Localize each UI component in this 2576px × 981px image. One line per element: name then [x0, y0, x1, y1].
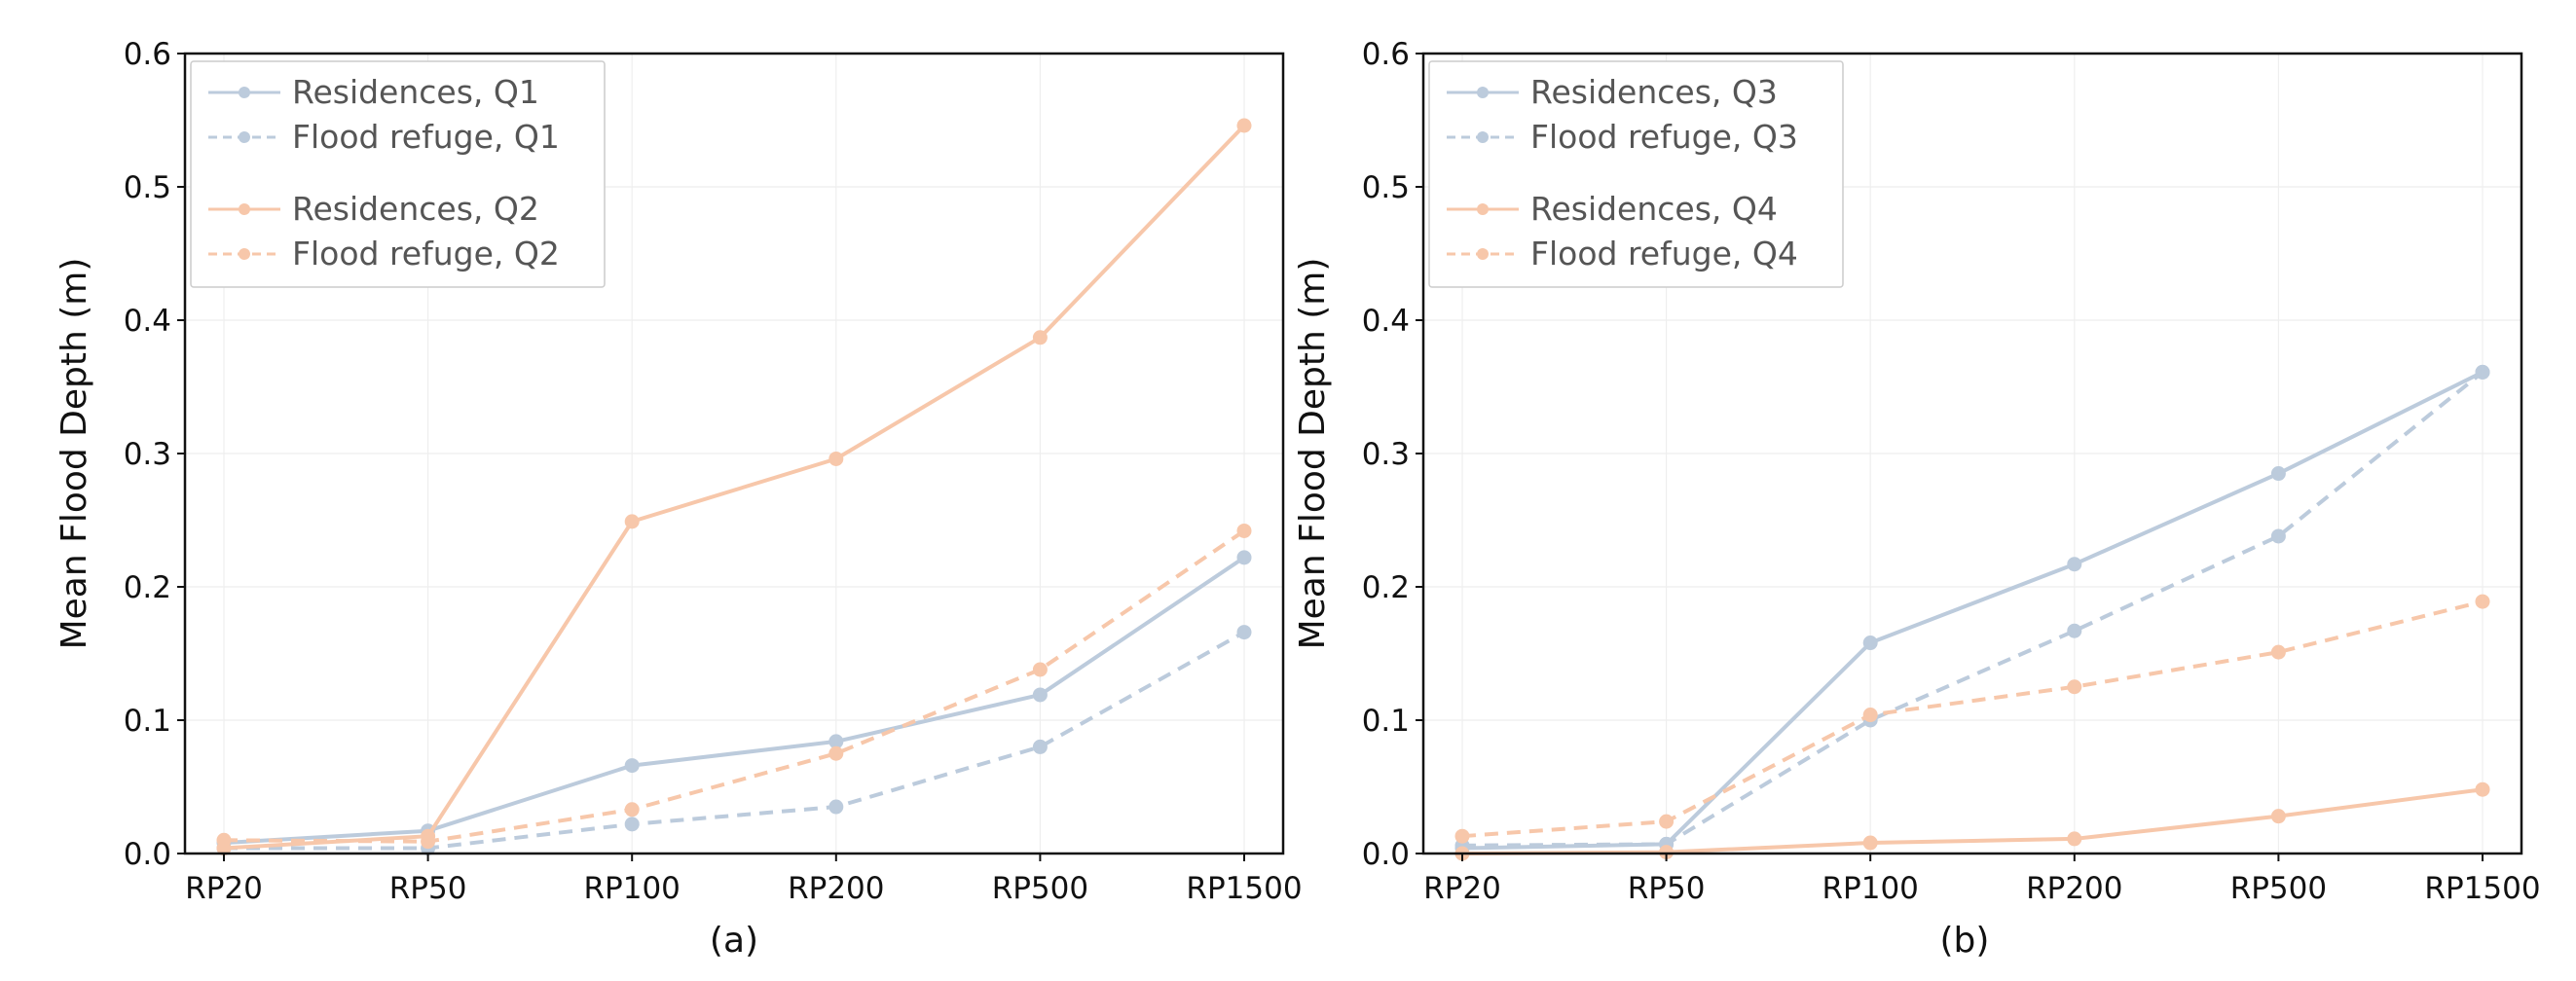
series-point [1236, 118, 1252, 133]
legend-swatch-marker [1477, 87, 1489, 98]
series-point [828, 745, 844, 761]
panel-b-chart: 0.0 0.1 0.2 0.3 0.4 0.5 0.6 RP20 RP50 RP100 RP200 R… [1293, 37, 2541, 961]
series-point [2067, 557, 2082, 572]
legend-swatch-marker [239, 131, 250, 143]
legend: Residences, Q1 Flood refuge, Q1 Residences… [190, 60, 606, 288]
legend-swatch-marker [239, 87, 250, 98]
x-tick-label: RP50 [389, 871, 467, 906]
series-line [1461, 370, 2484, 851]
x-tick-label: RP20 [185, 871, 263, 906]
series-point [1236, 550, 1252, 565]
x-tick-label: RP50 [1628, 871, 1706, 906]
series-line [223, 528, 1246, 844]
series-point [2067, 623, 2082, 638]
y-tick-label: 0.4 [124, 304, 171, 339]
series-point [1032, 687, 1048, 703]
x-tick-label: RP20 [1423, 871, 1501, 906]
y-tick-label: 0.2 [124, 570, 171, 605]
legend-swatch-marker [1477, 131, 1489, 143]
series-point [828, 451, 844, 466]
y-tick-label: 0.3 [1362, 437, 1410, 472]
y-tick-label: 0.5 [1362, 170, 1410, 205]
series-point [2270, 528, 2286, 544]
y-tick-label: 0.5 [124, 170, 171, 205]
series-point [2475, 364, 2490, 380]
legend: Residences, Q3 Flood refuge, Q3 Residences… [1428, 60, 1844, 288]
y-tick-label: 0.0 [124, 837, 171, 872]
series-point [1236, 625, 1252, 640]
y-tick-label: 0.3 [124, 437, 171, 472]
series-point [421, 834, 436, 850]
legend-entry-label: Residences, Q2 [292, 190, 539, 228]
series-point [1659, 814, 1674, 829]
series-line [223, 556, 1246, 846]
y-tick-label: 0.6 [124, 37, 171, 72]
legend-entry-label: Flood refuge, Q3 [1530, 118, 1798, 156]
y-axis-title: Mean Flood Depth (m) [55, 258, 94, 650]
legend-entry-label: Flood refuge, Q2 [292, 235, 560, 272]
legend-swatch-marker [239, 248, 250, 260]
legend-box [190, 60, 606, 288]
series-line [224, 630, 1245, 851]
legend-entry-label: Residences, Q3 [1530, 73, 1778, 111]
series-point [2475, 594, 2490, 609]
series-line [1461, 600, 2484, 839]
series-point [624, 514, 640, 529]
series-point [624, 802, 640, 818]
series-point [2067, 679, 2082, 695]
x-tick-label: RP500 [992, 871, 1088, 906]
x-tick-label: RP100 [583, 871, 680, 906]
series-point [1862, 636, 1878, 651]
series-point [1032, 330, 1048, 345]
panel-label: (a) [710, 921, 758, 961]
legend-swatch-marker [1477, 203, 1489, 215]
series-point [1032, 739, 1048, 754]
legend-entry-label: Residences, Q4 [1530, 190, 1778, 228]
series-point [828, 734, 844, 749]
y-tick-label: 0.1 [1362, 704, 1410, 739]
legend-swatch-marker [239, 203, 250, 215]
series-point [1454, 828, 1470, 844]
series-line [223, 124, 1246, 851]
x-tick-label: RP100 [1822, 871, 1918, 906]
series-point [2067, 831, 2082, 847]
x-tick-label: RP200 [2026, 871, 2122, 906]
y-tick-label: 0.1 [124, 704, 171, 739]
legend-entry-label: Residences, Q1 [292, 73, 539, 111]
x-tick-label: RP500 [2230, 871, 2327, 906]
legend-entry-label: Flood refuge, Q1 [292, 118, 560, 156]
series-point [216, 832, 232, 848]
legend-box [1428, 60, 1844, 288]
series-point [2270, 809, 2286, 824]
series-point [2475, 781, 2490, 797]
series-point [1236, 523, 1252, 538]
series-point [1862, 708, 1878, 723]
series-point [1032, 662, 1048, 677]
series-point [624, 817, 640, 832]
series-point [2270, 644, 2286, 660]
series-point [624, 758, 640, 774]
y-tick-label: 0.2 [1362, 570, 1410, 605]
y-axis-title: Mean Flood Depth (m) [1293, 258, 1333, 650]
series-point [1862, 835, 1878, 851]
panel-a-chart: 0.0 0.1 0.2 0.3 0.4 0.5 0.6 RP20 RP50 RP100 RP200 R… [55, 37, 1303, 961]
y-tick-label: 0.6 [1362, 37, 1410, 72]
series-line [1461, 370, 2484, 848]
series-point [828, 799, 844, 815]
panel-label: (b) [1940, 921, 1990, 961]
y-tick-label: 0.0 [1362, 837, 1410, 872]
series-point [1659, 845, 1674, 860]
x-tick-label: RP200 [788, 871, 884, 906]
legend-swatch-marker [1477, 248, 1489, 260]
legend-entry-label: Flood refuge, Q4 [1530, 235, 1798, 272]
x-tick-label: RP1500 [1186, 871, 1302, 906]
x-tick-label: RP1500 [2424, 871, 2540, 906]
series-point [2270, 466, 2286, 482]
y-tick-label: 0.4 [1362, 304, 1410, 339]
